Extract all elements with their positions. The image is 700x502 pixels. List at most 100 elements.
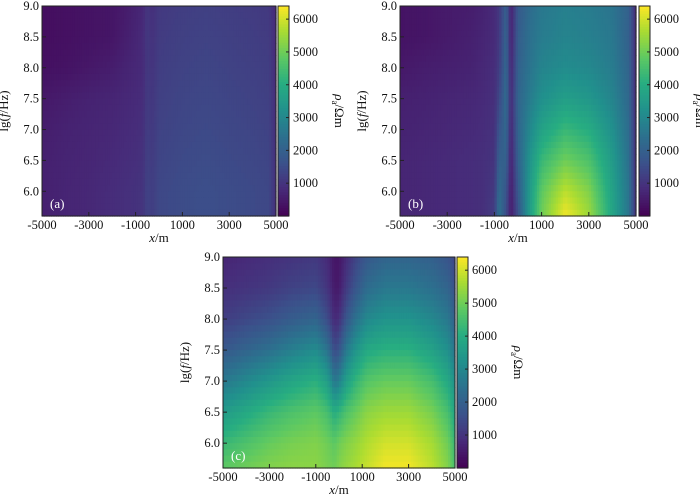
heatmap-cell	[191, 61, 195, 69]
heatmap-cell	[414, 67, 418, 75]
heatmap-cell	[194, 185, 198, 192]
heatmap-cell	[418, 24, 422, 32]
heatmap-cell	[539, 67, 543, 75]
heatmap-cell	[518, 86, 521, 94]
heatmap-cell	[86, 191, 90, 199]
heatmap-cell	[411, 43, 415, 50]
heatmap-cell	[180, 178, 183, 186]
heatmap-cell	[259, 111, 263, 118]
heatmap-cell	[144, 209, 148, 217]
heatmap-cell	[404, 18, 408, 26]
heatmap-cell	[91, 166, 95, 174]
heatmap-cell	[196, 135, 200, 143]
heatmap-cell	[196, 141, 200, 149]
heatmap-cell	[569, 43, 573, 50]
heatmap-cell	[116, 61, 120, 69]
heatmap-cell	[42, 135, 45, 143]
colorbar-segment	[278, 118, 289, 123]
heatmap-cell	[144, 49, 148, 57]
heatmap-cell	[95, 18, 99, 26]
heatmap-cell	[163, 55, 167, 63]
heatmap-cell	[65, 141, 69, 149]
heatmap-cell	[42, 67, 45, 75]
heatmap-cell	[142, 18, 146, 26]
heatmap-cell	[105, 49, 109, 57]
heatmap-cell	[81, 98, 85, 106]
heatmap-cell	[70, 135, 74, 143]
heatmap-cell	[149, 117, 153, 124]
heatmap-cell	[95, 24, 99, 32]
heatmap-cell	[404, 12, 408, 19]
heatmap-cell	[93, 6, 97, 13]
heatmap-cell	[51, 67, 55, 75]
heatmap-cell	[166, 166, 169, 174]
heatmap-cell	[196, 178, 200, 186]
heatmap-cell	[233, 6, 237, 13]
heatmap-cell	[100, 98, 104, 106]
heatmap-cell	[126, 49, 130, 57]
heatmap-cell	[416, 67, 420, 75]
heatmap-cell	[112, 172, 116, 180]
heatmap-cell	[91, 86, 95, 94]
heatmap-cell	[67, 178, 71, 186]
heatmap-cell	[121, 86, 125, 94]
heatmap-cell	[163, 67, 167, 75]
heatmap-cell	[81, 111, 85, 118]
heatmap-cell	[423, 80, 427, 87]
heatmap-cell	[456, 55, 460, 63]
heatmap-cells	[400, 6, 637, 217]
heatmap-cell	[433, 6, 436, 13]
heatmap-cell	[198, 141, 202, 149]
heatmap-cell	[600, 80, 604, 87]
heatmap-cell	[156, 166, 160, 174]
heatmap-cell	[121, 185, 125, 192]
heatmap-cell	[198, 104, 202, 112]
heatmap-cell	[619, 43, 623, 50]
heatmap-cell	[435, 49, 439, 57]
colorbar-segment	[278, 134, 289, 138]
heatmap-cell	[67, 166, 71, 174]
heatmap-cell	[243, 12, 247, 19]
heatmap-cell	[477, 18, 481, 26]
heatmap-cell	[487, 92, 491, 100]
heatmap-cell	[605, 36, 609, 44]
heatmap-cell	[529, 80, 533, 87]
heatmap-cell	[93, 191, 97, 199]
heatmap-cell	[219, 203, 223, 211]
heatmap-cell	[161, 98, 165, 106]
heatmap-cell	[123, 43, 127, 50]
heatmap-cell	[607, 6, 611, 13]
heatmap-cell	[128, 43, 132, 50]
heatmap-cell	[588, 24, 592, 32]
heatmap-cell	[116, 73, 120, 81]
heatmap-cell	[91, 98, 95, 106]
heatmap-cell	[201, 185, 205, 192]
heatmap-cell	[273, 166, 277, 174]
heatmap-cell	[51, 73, 55, 81]
heatmap-cell	[194, 104, 198, 112]
heatmap-cell	[51, 166, 55, 174]
heatmap-cell	[268, 18, 272, 26]
heatmap-cell	[442, 30, 446, 38]
heatmap-cell	[562, 36, 566, 44]
heatmap-cell	[433, 80, 436, 87]
heatmap-cell	[84, 30, 88, 38]
heatmap-cell	[189, 61, 193, 69]
heatmap-cell	[107, 129, 111, 137]
heatmap-cell	[444, 67, 448, 75]
heatmap-cell	[67, 141, 71, 149]
heatmap-cell	[49, 49, 52, 57]
heatmap-cell	[247, 203, 251, 211]
heatmap-cell	[140, 117, 144, 124]
heatmap-cell	[224, 135, 228, 143]
heatmap-cell	[63, 61, 66, 69]
heatmap-cell	[201, 135, 205, 143]
heatmap-cell	[492, 6, 495, 13]
heatmap-cell	[487, 61, 491, 69]
heatmap-cell	[72, 178, 76, 186]
heatmap-cell	[219, 117, 223, 124]
heatmap-cell	[201, 36, 205, 44]
heatmap-cell	[411, 61, 415, 69]
heatmap-cell	[128, 55, 132, 63]
